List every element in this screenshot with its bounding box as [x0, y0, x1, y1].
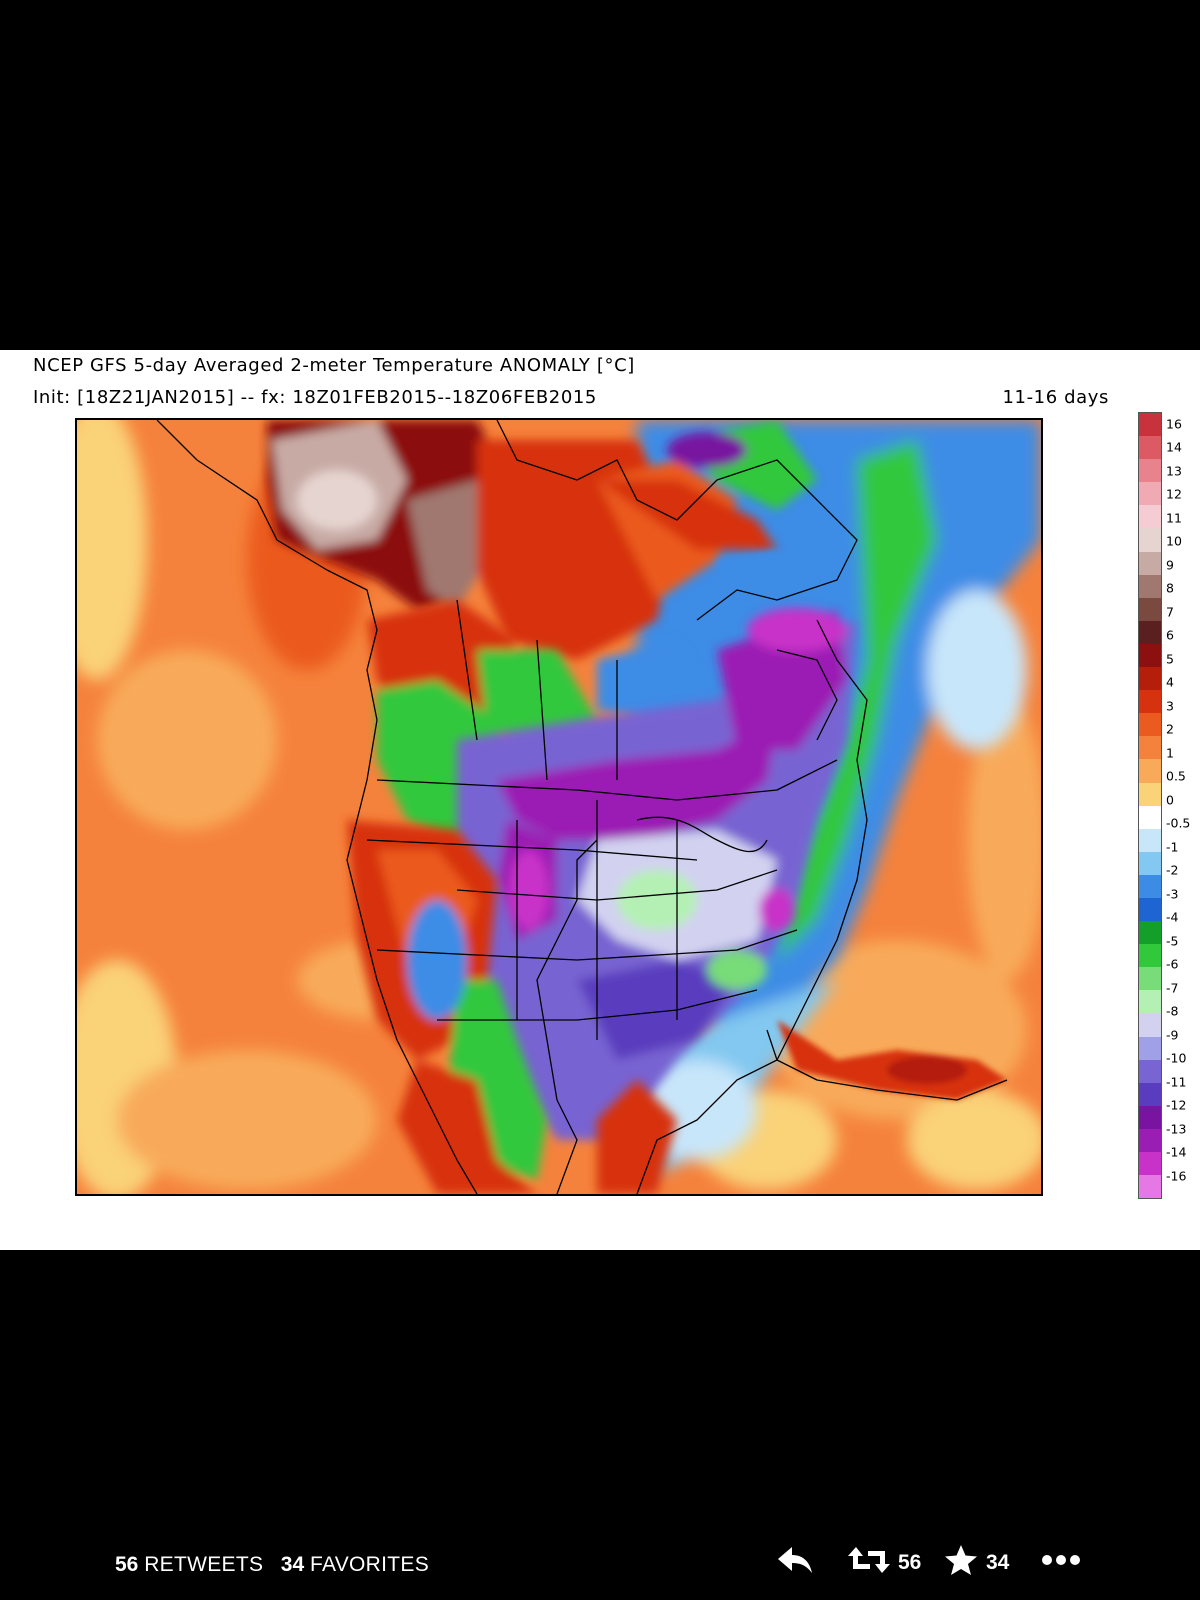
colorbar-segment [1139, 667, 1161, 691]
retweet-icon [848, 1543, 890, 1582]
colorbar-tick-label: 8 [1166, 580, 1174, 596]
colorbar-segment [1139, 1152, 1161, 1176]
more-options-button[interactable] [1041, 1543, 1081, 1582]
colorbar-tick-label: 11 [1166, 510, 1182, 526]
favorites-count[interactable]: 34 [280, 1553, 305, 1576]
colorbar-segment [1139, 1082, 1161, 1106]
colorbar-segment [1139, 1059, 1161, 1083]
colorbar-tick-label: -6 [1166, 956, 1179, 972]
colorbar-tick-label: 9 [1166, 557, 1174, 573]
colorbar-segment [1139, 874, 1161, 898]
colorbar-segment [1139, 967, 1161, 991]
reply-icon [776, 1543, 814, 1582]
map-title: NCEP GFS 5-day Averaged 2-meter Temperat… [33, 355, 635, 376]
colorbar-tick-label: 6 [1166, 627, 1174, 643]
more-dots-icon [1041, 1543, 1081, 1582]
colorbar-segment [1139, 897, 1161, 922]
tweet-action-bar: 56 RETWEETS 34 FAVORITES 56 34 [0, 1535, 1200, 1595]
colorbar-segment [1139, 759, 1161, 783]
colorbar-tick-label: 1 [1166, 745, 1174, 761]
colorbar-segment [1139, 851, 1161, 875]
colorbar-segment [1139, 828, 1161, 852]
temperature-anomaly-map [75, 418, 1043, 1196]
colorbar-segment [1139, 597, 1161, 621]
colorbar-tick-label: 14 [1166, 439, 1182, 455]
colorbar-tick-label: -9 [1166, 1027, 1179, 1043]
colorbar-segment [1139, 713, 1161, 737]
map-forecast-range: 11-16 days [1002, 387, 1109, 408]
colorbar-tick-label: -11 [1166, 1074, 1187, 1090]
colorbar-tick-label: -7 [1166, 980, 1179, 996]
colorbar-legend [1138, 412, 1162, 1199]
favorite-button[interactable]: 34 [944, 1543, 1009, 1582]
map-init-forecast: Init: [18Z21JAN2015] -- fx: 18Z01FEB2015… [33, 387, 597, 408]
colorbar-tick-label: -1 [1166, 839, 1179, 855]
colorbar-segment [1139, 1105, 1161, 1129]
colorbar-segment [1139, 736, 1161, 760]
colorbar-tick-label: -4 [1166, 909, 1179, 925]
colorbar-segment [1139, 436, 1161, 460]
colorbar-tick-label: 7 [1166, 604, 1174, 620]
colorbar-tick-label: -8 [1166, 1003, 1179, 1019]
retweets-count[interactable]: 56 [115, 1553, 139, 1576]
colorbar-segment [1139, 782, 1161, 806]
colorbar-tick-label: -2 [1166, 862, 1179, 878]
favorites-label[interactable]: FAVORITES [310, 1553, 429, 1576]
reply-button[interactable] [776, 1543, 814, 1582]
colorbar-segment [1139, 620, 1161, 644]
favorite-action-count: 34 [986, 1550, 1010, 1574]
colorbar-tick-label: 5 [1166, 651, 1174, 667]
colorbar-tick-label: 13 [1166, 463, 1182, 479]
star-icon [944, 1543, 978, 1582]
colorbar-segment [1139, 528, 1161, 552]
colorbar-labels: 16 14 13 12 11 10 9 8 7 6 5 4 3 2 1 0.5 0 -0.5 -1 -2 -3 -4 -5 -… [1166, 412, 1200, 1199]
colorbar-segment [1139, 944, 1161, 968]
colorbar-tick-label: -14 [1166, 1144, 1187, 1160]
colorbar-tick-label: 16 [1166, 416, 1182, 432]
colorbar-segment [1139, 505, 1161, 529]
colorbar-segment [1139, 413, 1161, 437]
colorbar-tick-label: 4 [1166, 674, 1174, 690]
colorbar-tick-label: -3 [1166, 886, 1179, 902]
colorbar-tick-label: -0.5 [1166, 815, 1191, 831]
colorbar-tick-label: 0 [1166, 792, 1174, 808]
colorbar-tick-label: 12 [1166, 486, 1182, 502]
colorbar-segment [1139, 921, 1161, 945]
colorbar-segment [1139, 1036, 1161, 1060]
colorbar-tick-label: -13 [1166, 1121, 1187, 1137]
retweet-action-count: 56 [898, 1550, 922, 1574]
colorbar-tick-label: 10 [1166, 533, 1182, 549]
retweets-label[interactable]: RETWEETS [144, 1553, 264, 1576]
colorbar-segment [1139, 1175, 1161, 1199]
colorbar-tick-label: 0.5 [1166, 768, 1186, 784]
colorbar-tick-label: -10 [1166, 1050, 1187, 1066]
colorbar-tick-label: -12 [1166, 1097, 1187, 1113]
colorbar-segment [1139, 1013, 1161, 1037]
colorbar-segment [1139, 990, 1161, 1014]
tweet-stats: 56 RETWEETS 34 FAVORITES [115, 1553, 429, 1577]
colorbar-tick-label: -5 [1166, 933, 1179, 949]
colorbar-segment [1139, 459, 1161, 483]
colorbar-segment [1139, 574, 1161, 598]
colorbar-segment [1139, 690, 1161, 714]
retweet-button[interactable]: 56 [848, 1543, 921, 1582]
colorbar-segment [1139, 551, 1161, 575]
colorbar-segment [1139, 643, 1161, 668]
colorbar-tick-label: 3 [1166, 698, 1174, 714]
colorbar-tick-label: -16 [1166, 1168, 1187, 1184]
colorbar-segment [1139, 805, 1161, 829]
colorbar-tick-label: 2 [1166, 721, 1174, 737]
colorbar-segment [1139, 482, 1161, 506]
colorbar-segment [1139, 1128, 1161, 1152]
